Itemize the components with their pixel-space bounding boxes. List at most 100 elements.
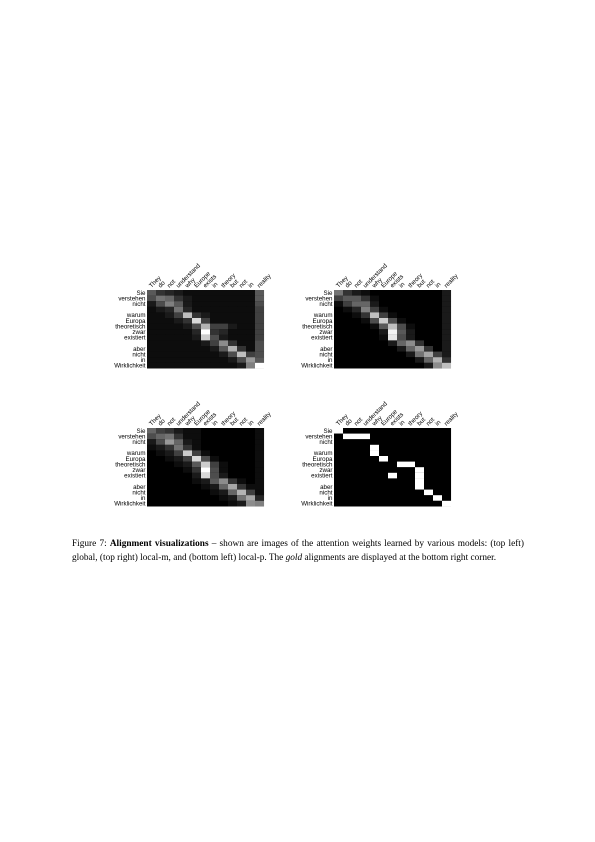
- heatmap-cell: [165, 334, 175, 341]
- heatmap-cell: [210, 318, 220, 324]
- heatmap-cell: [237, 456, 247, 462]
- heatmap-cell: [246, 467, 256, 473]
- heatmap-cell: [379, 306, 389, 313]
- heatmap-cell: [388, 478, 398, 485]
- heatmap-cell: [397, 346, 407, 352]
- heatmap-cell: [415, 472, 425, 479]
- heatmap-cell: [415, 467, 425, 473]
- heatmap-cell: [255, 357, 265, 363]
- heatmap-cell: [219, 444, 229, 451]
- column-label: in: [398, 281, 407, 290]
- heatmap-cell: [361, 467, 371, 473]
- heatmap-cell: [183, 295, 193, 302]
- heatmap-cell: [406, 450, 416, 457]
- heatmap-cell: [397, 439, 407, 445]
- heatmap-cell: [255, 290, 265, 296]
- column-label: do: [157, 417, 167, 427]
- row-label: verstehen: [118, 295, 146, 302]
- heatmap-cell: [442, 450, 452, 457]
- heatmap-cell: [388, 351, 398, 358]
- heatmap-cell: [174, 500, 184, 507]
- heatmap-cell: [361, 428, 371, 434]
- heatmap-cell: [388, 450, 398, 457]
- heatmap-cell: [433, 484, 443, 490]
- heatmap-cell: [406, 357, 416, 363]
- heatmap-cell: [147, 318, 157, 324]
- row-label: zwar: [132, 467, 145, 474]
- heatmap-cell: [156, 295, 166, 302]
- row-label: in: [328, 357, 333, 364]
- heatmap-cell: [246, 495, 256, 501]
- heatmap-cell: [424, 329, 434, 335]
- heatmap-cell: [201, 362, 211, 369]
- heatmap-cell: [192, 450, 202, 457]
- heatmap-cell: [174, 357, 184, 363]
- heatmap-cell: [201, 461, 211, 468]
- heatmap-cell: [156, 334, 166, 341]
- heatmap-cell: [352, 318, 362, 324]
- heatmap-cell: [442, 467, 452, 473]
- heatmap-cell: [174, 351, 184, 358]
- heatmap-cell: [219, 489, 229, 496]
- heatmap-cell: [237, 334, 247, 341]
- heatmap-cell: [379, 323, 389, 330]
- heatmap-cell: [343, 301, 353, 307]
- heatmap-cell: [237, 500, 247, 507]
- heatmap-cell: [388, 444, 398, 451]
- heatmap-cell: [361, 306, 371, 313]
- heatmap-cell: [397, 318, 407, 324]
- heatmap-cell: [228, 495, 238, 501]
- heatmap-cell: [379, 340, 389, 347]
- heatmap-cell: [334, 346, 344, 352]
- heatmap-cell: [210, 467, 220, 473]
- heatmap-cell: [228, 467, 238, 473]
- heatmap-cell: [246, 290, 256, 296]
- heatmap-cell: [156, 351, 166, 358]
- heatmap-cell: [147, 346, 157, 352]
- heatmap-cell: [237, 433, 247, 440]
- heatmap-cell: [165, 472, 175, 479]
- heatmap-cell: [237, 329, 247, 335]
- heatmap-cell: [442, 478, 452, 485]
- heatmap-cell: [165, 312, 175, 319]
- heatmap-cell: [156, 306, 166, 313]
- heatmap-cell: [352, 351, 362, 358]
- heatmap-cell: [147, 450, 157, 457]
- heatmap-cell: [237, 495, 247, 501]
- heatmap-cell: [210, 295, 220, 302]
- heatmap-cell: [433, 444, 443, 451]
- heatmap-cell: [228, 351, 238, 358]
- row-label: nicht: [132, 351, 145, 358]
- heatmap-cell: [433, 489, 443, 496]
- heatmap-cell: [352, 290, 362, 296]
- heatmap-cell: [156, 495, 166, 501]
- heatmap-cell: [174, 456, 184, 462]
- heatmap-cell: [343, 290, 353, 296]
- heatmap-cell: [201, 439, 211, 445]
- column-label: not: [353, 416, 364, 427]
- heatmap-cell: [237, 301, 247, 307]
- heatmap-cell: [343, 500, 353, 507]
- heatmap-cell: [192, 323, 202, 330]
- heatmap-cell: [442, 456, 452, 462]
- heatmap-cell: [201, 290, 211, 296]
- heatmap-cell: [237, 484, 247, 490]
- heatmap-cell: [334, 318, 344, 324]
- heatmap-cell: [183, 472, 193, 479]
- heatmap-cell: [406, 495, 416, 501]
- heatmap-svg-gold: SieverstehennichtwarumEuropatheoretischz…: [301, 400, 460, 507]
- heatmap-cell: [246, 500, 256, 507]
- row-label: in: [141, 357, 146, 364]
- heatmap-cell: [442, 433, 452, 440]
- caption-body-2: alignments are displayed at the bottom r…: [302, 553, 497, 564]
- heatmap-cell: [352, 433, 362, 440]
- heatmap-cell: [156, 478, 166, 485]
- heatmap-cell: [334, 489, 344, 496]
- heatmap-cell: [343, 340, 353, 347]
- heatmap-cell: [174, 301, 184, 307]
- heatmap-cell: [397, 357, 407, 363]
- heatmap-cell: [237, 340, 247, 347]
- heatmap-cell: [397, 295, 407, 302]
- heatmap-cell: [343, 362, 353, 369]
- heatmap-cell: [424, 295, 434, 302]
